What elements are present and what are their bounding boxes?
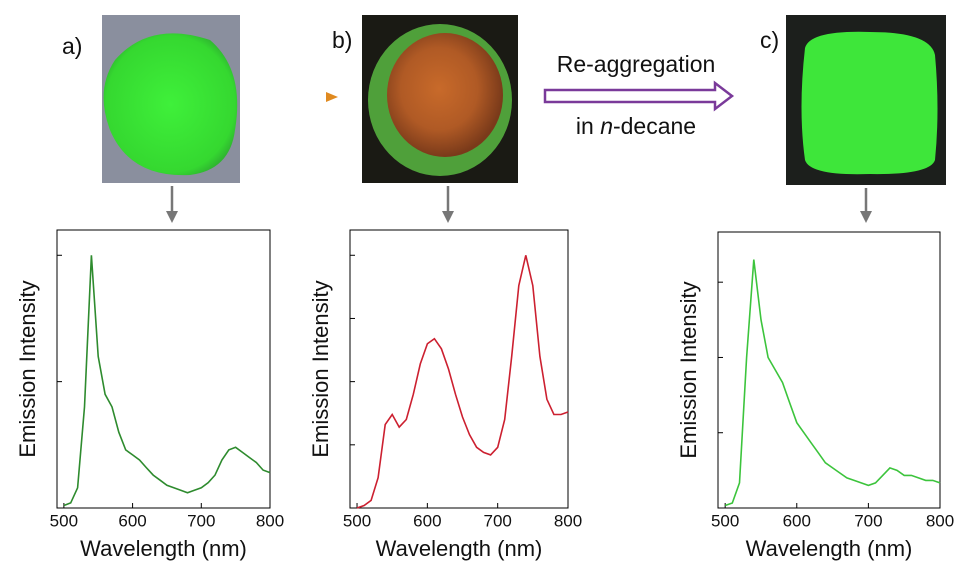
photo-c [786, 15, 946, 185]
arrow-label-part: in [576, 113, 600, 139]
x-tick-label: 700 [854, 511, 882, 530]
plot-frame [349, 229, 569, 509]
photo-a [102, 15, 240, 183]
arrow-label-part: n [600, 113, 613, 139]
x-tick-label: 500 [50, 511, 78, 530]
spectrum-line [63, 255, 271, 507]
x-axis-label: Wavelength (nm) [80, 536, 247, 561]
x-tick-label: 500 [711, 511, 739, 530]
x-axis-label: Wavelength (nm) [376, 536, 543, 561]
arrow-label: Re-aggregation [557, 51, 716, 77]
y-axis-label: Emission Intensity [308, 280, 333, 457]
x-tick-label: 600 [413, 511, 441, 530]
x-axis-label: Wavelength (nm) [746, 536, 913, 561]
spectrum-line [724, 259, 941, 507]
x-tick-label: 600 [783, 511, 811, 530]
panel-label: b) [332, 27, 352, 53]
y-axis-label: Emission Intensity [15, 280, 40, 457]
x-tick-label: 800 [256, 511, 284, 530]
plot-frame [717, 231, 941, 509]
arrow-label: in n-decane [576, 113, 696, 139]
arrow-label-part: -decane [613, 113, 696, 139]
x-tick-label: 800 [554, 511, 582, 530]
x-tick-label: 700 [187, 511, 215, 530]
re-aggregation-arrow [543, 80, 735, 112]
panel-label: c) [760, 27, 779, 53]
down-arrows [166, 186, 872, 223]
x-tick-label: 800 [926, 511, 954, 530]
arrow-head [326, 92, 338, 102]
y-axis-label: Emission Intensity [676, 281, 701, 458]
panel-label: a) [62, 33, 82, 59]
x-tick-label: 700 [483, 511, 511, 530]
photo-b [362, 15, 518, 183]
spectrum-line [356, 255, 569, 509]
plot-frame [56, 229, 271, 509]
x-tick-label: 600 [118, 511, 146, 530]
x-tick-label: 500 [343, 511, 371, 530]
